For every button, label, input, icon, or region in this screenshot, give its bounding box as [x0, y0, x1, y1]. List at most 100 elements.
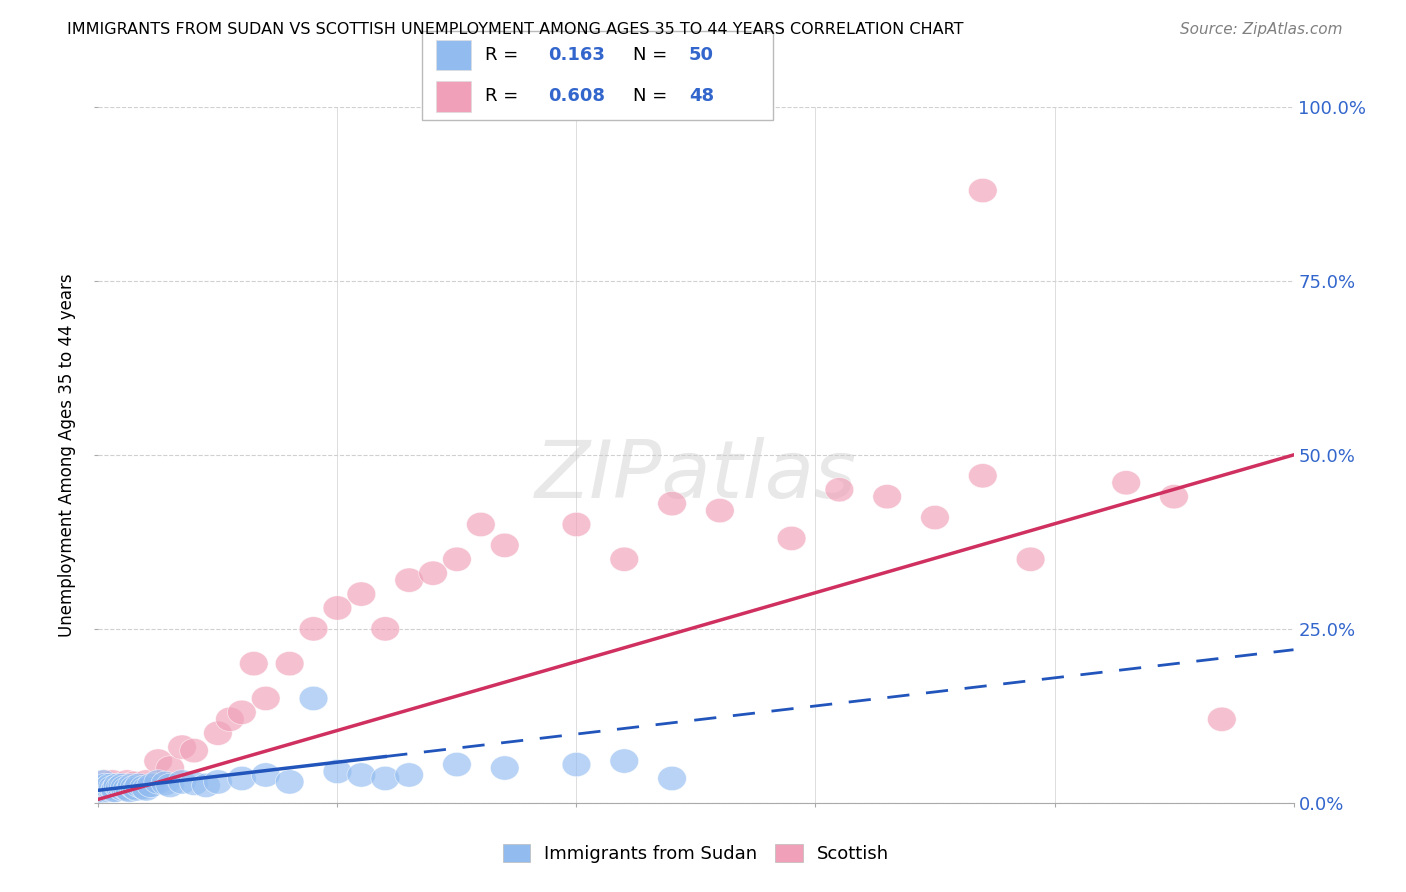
- Ellipse shape: [610, 547, 638, 572]
- Ellipse shape: [395, 568, 423, 592]
- Ellipse shape: [89, 778, 118, 803]
- Ellipse shape: [180, 772, 208, 796]
- Ellipse shape: [191, 773, 221, 797]
- Ellipse shape: [323, 596, 352, 620]
- Ellipse shape: [276, 651, 304, 676]
- Ellipse shape: [969, 464, 997, 488]
- Text: ZIPatlas: ZIPatlas: [534, 437, 858, 515]
- Ellipse shape: [156, 756, 184, 780]
- Ellipse shape: [108, 777, 136, 801]
- Ellipse shape: [562, 752, 591, 777]
- Ellipse shape: [122, 777, 150, 801]
- Ellipse shape: [299, 616, 328, 641]
- Ellipse shape: [215, 707, 245, 731]
- Text: N =: N =: [633, 46, 672, 64]
- Ellipse shape: [491, 756, 519, 780]
- Ellipse shape: [228, 700, 256, 724]
- Ellipse shape: [112, 777, 142, 801]
- Ellipse shape: [371, 616, 399, 641]
- Ellipse shape: [98, 773, 127, 797]
- Ellipse shape: [825, 477, 853, 502]
- Ellipse shape: [129, 775, 159, 799]
- Ellipse shape: [323, 759, 352, 784]
- Ellipse shape: [150, 772, 180, 796]
- FancyBboxPatch shape: [422, 31, 773, 120]
- Text: R =: R =: [485, 87, 524, 105]
- Ellipse shape: [105, 775, 135, 799]
- Ellipse shape: [101, 777, 129, 801]
- Ellipse shape: [873, 484, 901, 508]
- Ellipse shape: [91, 778, 120, 803]
- Ellipse shape: [118, 773, 146, 797]
- Ellipse shape: [658, 491, 686, 516]
- Ellipse shape: [103, 773, 132, 797]
- Legend: Immigrants from Sudan, Scottish: Immigrants from Sudan, Scottish: [495, 837, 897, 871]
- Ellipse shape: [180, 739, 208, 763]
- Ellipse shape: [132, 777, 160, 801]
- Bar: [436, 81, 471, 112]
- Text: N =: N =: [633, 87, 672, 105]
- Ellipse shape: [156, 773, 184, 797]
- Ellipse shape: [167, 735, 197, 759]
- Ellipse shape: [87, 780, 115, 805]
- Ellipse shape: [127, 773, 156, 797]
- Ellipse shape: [103, 773, 132, 797]
- Ellipse shape: [371, 766, 399, 790]
- Ellipse shape: [204, 721, 232, 746]
- Text: 50: 50: [689, 46, 714, 64]
- Ellipse shape: [610, 749, 638, 773]
- Ellipse shape: [204, 770, 232, 794]
- Ellipse shape: [105, 775, 135, 799]
- Ellipse shape: [91, 777, 120, 801]
- Ellipse shape: [1112, 471, 1140, 495]
- Ellipse shape: [96, 777, 125, 801]
- Ellipse shape: [132, 770, 160, 794]
- Ellipse shape: [239, 651, 269, 676]
- Text: 0.608: 0.608: [548, 87, 606, 105]
- Ellipse shape: [125, 773, 153, 797]
- Ellipse shape: [143, 770, 173, 794]
- Ellipse shape: [96, 773, 125, 797]
- Ellipse shape: [108, 773, 136, 797]
- Ellipse shape: [98, 778, 127, 803]
- Text: R =: R =: [485, 46, 524, 64]
- Ellipse shape: [467, 512, 495, 537]
- Ellipse shape: [89, 773, 118, 797]
- Y-axis label: Unemployment Among Ages 35 to 44 years: Unemployment Among Ages 35 to 44 years: [58, 273, 76, 637]
- Ellipse shape: [395, 763, 423, 787]
- Ellipse shape: [167, 770, 197, 794]
- Ellipse shape: [1160, 484, 1188, 508]
- Ellipse shape: [347, 582, 375, 607]
- Ellipse shape: [252, 686, 280, 711]
- Ellipse shape: [921, 506, 949, 530]
- Ellipse shape: [98, 770, 127, 794]
- Text: 48: 48: [689, 87, 714, 105]
- Ellipse shape: [87, 773, 115, 797]
- Ellipse shape: [91, 770, 120, 794]
- Ellipse shape: [443, 752, 471, 777]
- Ellipse shape: [87, 777, 115, 801]
- Ellipse shape: [276, 770, 304, 794]
- Ellipse shape: [115, 778, 143, 803]
- Ellipse shape: [491, 533, 519, 558]
- Ellipse shape: [91, 773, 120, 797]
- Ellipse shape: [89, 775, 118, 799]
- Ellipse shape: [778, 526, 806, 550]
- Ellipse shape: [143, 749, 173, 773]
- Bar: [436, 40, 471, 70]
- Ellipse shape: [969, 178, 997, 202]
- Ellipse shape: [108, 777, 136, 801]
- Ellipse shape: [120, 775, 149, 799]
- Ellipse shape: [89, 770, 118, 794]
- Ellipse shape: [120, 772, 149, 796]
- Ellipse shape: [94, 775, 122, 799]
- Ellipse shape: [96, 777, 125, 801]
- Ellipse shape: [87, 777, 115, 801]
- Ellipse shape: [252, 763, 280, 787]
- Ellipse shape: [228, 766, 256, 790]
- Ellipse shape: [706, 499, 734, 523]
- Ellipse shape: [658, 766, 686, 790]
- Ellipse shape: [101, 775, 129, 799]
- Ellipse shape: [98, 775, 127, 799]
- Ellipse shape: [94, 778, 122, 803]
